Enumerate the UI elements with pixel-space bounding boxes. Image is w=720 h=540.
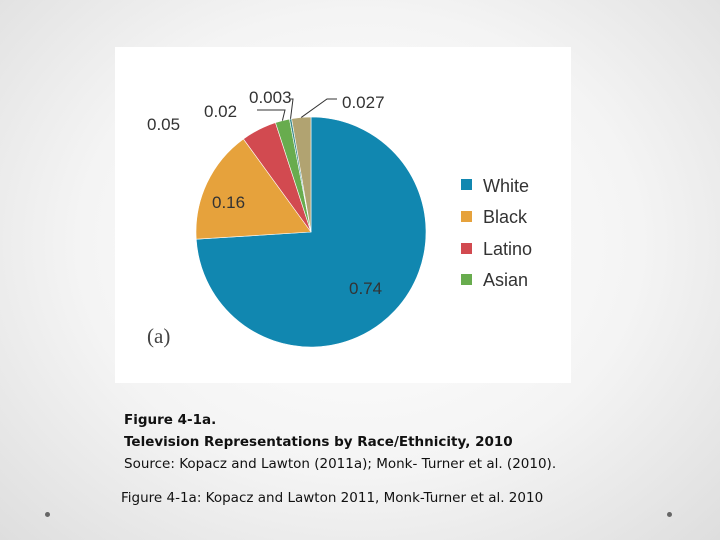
panel-label: (a)	[147, 324, 170, 348]
legend-swatch-asian	[461, 274, 472, 285]
leader-line-asian	[257, 109, 286, 121]
legend-swatch-latino	[461, 243, 472, 254]
pie-slice-other-2	[291, 116, 312, 233]
legend-label-white: White	[483, 176, 529, 196]
value-label-black: 0.16	[212, 193, 245, 212]
footnote: Figure 4-1a: Kopacz and Lawton 2011, Mon…	[121, 490, 544, 506]
decorative-dot-right	[667, 512, 672, 517]
value-label-other-1: 0.003	[249, 88, 292, 107]
pie-slice-black	[195, 138, 312, 240]
leader-line-other-1	[290, 98, 294, 119]
leader-line-other-2	[300, 98, 337, 118]
legend-swatch-black	[461, 211, 472, 222]
legend-label-black: Black	[483, 207, 528, 227]
value-label-asian: 0.02	[204, 102, 237, 121]
legend-label-latino: Latino	[483, 239, 532, 259]
figure-caption-source: Source: Kopacz and Lawton (2011a); Monk-…	[124, 456, 557, 472]
legend-label-asian: Asian	[483, 270, 528, 290]
decorative-dot-left	[45, 512, 50, 517]
pie-chart: 0.74 0.16 0.05 0.02 0.003 0.027 White Bl…	[147, 88, 532, 348]
value-label-other-2: 0.027	[342, 93, 385, 112]
value-label-latino: 0.05	[147, 115, 180, 134]
figure-caption-title: Figure 4-1a.	[124, 412, 217, 428]
value-label-white: 0.74	[349, 279, 382, 298]
figure-caption-subtitle: Television Representations by Race/Ethni…	[124, 434, 513, 450]
figure-panel: 0.74 0.16 0.05 0.02 0.003 0.027 White Bl…	[115, 47, 571, 383]
legend-swatch-white	[461, 179, 472, 190]
